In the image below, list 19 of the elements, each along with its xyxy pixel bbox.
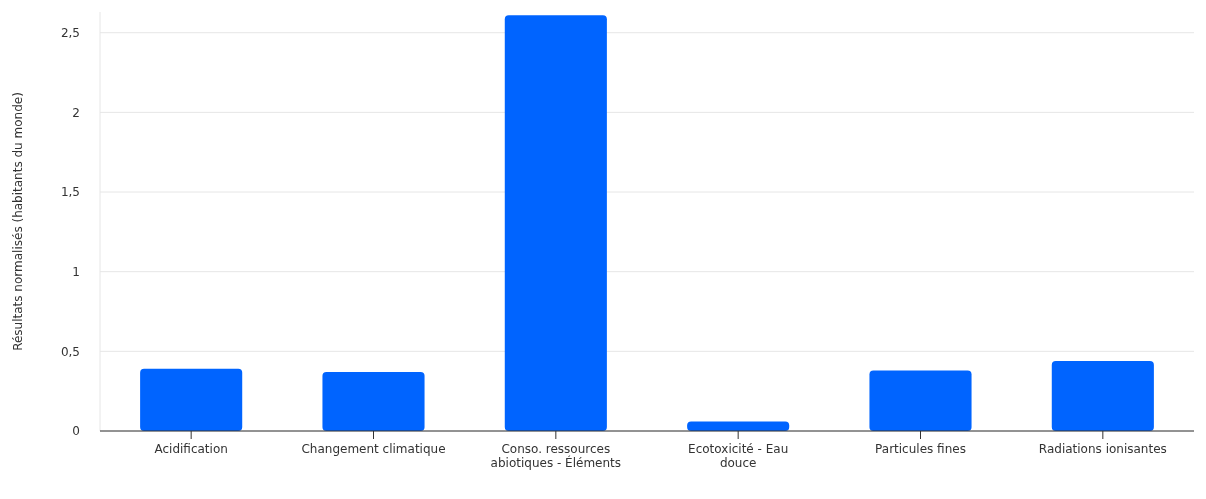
y-tick-label: 2,5 [60, 25, 80, 40]
y-tick-label: 1,5 [60, 185, 80, 200]
y-tick-label: 2 [72, 105, 80, 120]
bar [1051, 360, 1154, 431]
x-tick-label: Acidification [154, 442, 228, 456]
bar [140, 368, 243, 431]
x-tick-label: Ecotoxicité - Eau douce [688, 442, 789, 470]
x-tick-label: Changement climatique [301, 442, 446, 456]
y-axis-title: Résultats normalisés (habitants du monde) [11, 92, 25, 351]
y-tick-label: 1 [72, 264, 80, 279]
bar [322, 372, 425, 431]
y-tick-label: 0 [72, 424, 80, 439]
y-tick-label: 0,5 [60, 344, 80, 359]
x-tick-label: Particules fines [875, 442, 966, 456]
bar [504, 15, 607, 431]
x-tick-label: Conso. ressources abiotiques - Éléments [490, 442, 622, 470]
bar [687, 421, 790, 431]
x-tick-label: Radiations ionisantes [1038, 442, 1167, 456]
bar [869, 370, 972, 431]
